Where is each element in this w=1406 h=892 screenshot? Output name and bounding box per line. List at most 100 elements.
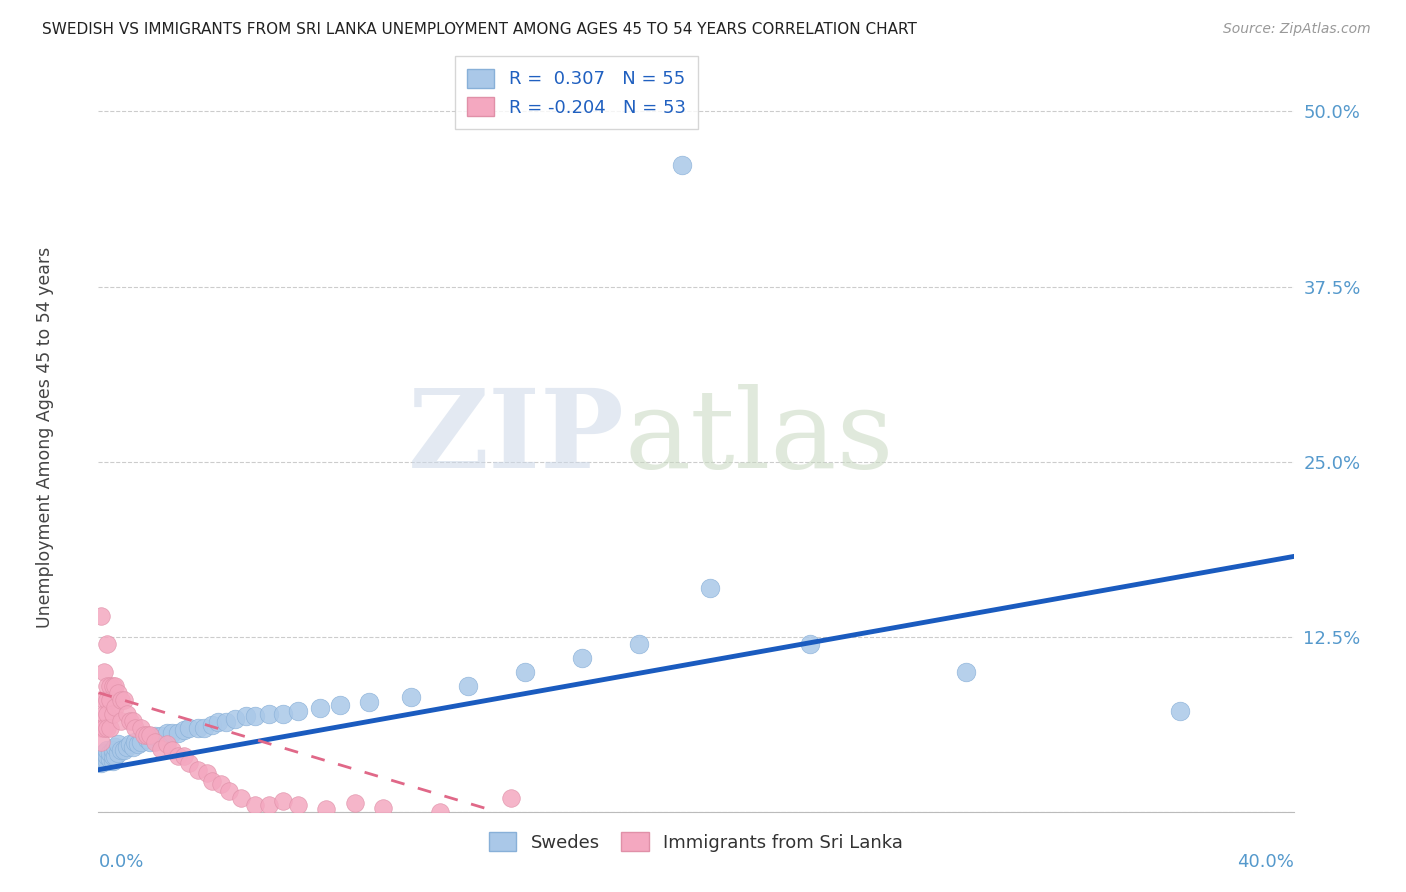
Point [187,763,209,777]
Point [429,805,451,819]
Point [257,797,280,812]
Point [101,743,124,757]
Point [101,754,124,768]
Point [218,783,240,797]
Point [96,637,118,651]
Point [112,692,135,706]
Point [457,679,479,693]
Point [315,802,337,816]
Point [107,746,129,760]
Point [115,706,138,721]
Point [118,714,141,728]
Point [150,741,173,756]
Point [143,734,166,748]
Point [224,712,246,726]
Point [110,714,132,728]
Point [98,751,121,765]
Point [104,748,127,763]
Point [96,721,118,735]
Point [401,690,423,704]
Point [257,706,280,721]
Point [110,743,132,757]
Point [1168,704,1191,718]
Point [135,731,157,746]
Point [107,686,129,700]
Point [162,726,184,740]
Point [96,679,118,693]
Point [235,709,257,723]
Point [357,696,380,710]
Point [104,699,127,714]
Point [515,665,537,679]
Point [201,718,224,732]
Point [93,751,115,765]
Point [329,698,352,713]
Point [107,738,129,752]
Point [101,706,124,721]
Point [127,738,149,752]
Point [96,692,118,706]
Text: ZIP: ZIP [408,384,624,491]
Point [287,704,309,718]
Point [124,721,146,735]
Point [699,581,721,595]
Point [173,723,195,738]
Point [129,721,152,735]
Text: Unemployment Among Ages 45 to 54 years: Unemployment Among Ages 45 to 54 years [35,246,53,628]
Point [201,773,224,788]
Point [195,765,218,780]
Point [143,729,166,743]
Text: 40.0%: 40.0% [1237,853,1294,871]
Point [499,790,522,805]
Point [90,608,112,623]
Legend: Swedes, Immigrants from Sri Lanka: Swedes, Immigrants from Sri Lanka [482,825,910,859]
Point [187,721,209,735]
Point [104,679,127,693]
Point [193,721,215,735]
Point [121,714,143,728]
Point [571,650,593,665]
Point [101,748,124,763]
Point [799,637,821,651]
Text: atlas: atlas [624,384,894,491]
Point [96,748,118,763]
Point [90,734,112,748]
Point [93,746,115,760]
Point [124,734,146,748]
Point [215,715,238,730]
Point [179,721,201,735]
Text: SWEDISH VS IMMIGRANTS FROM SRI LANKA UNEMPLOYMENT AMONG AGES 45 TO 54 YEARS CORR: SWEDISH VS IMMIGRANTS FROM SRI LANKA UNE… [42,22,917,37]
Point [162,743,184,757]
Point [343,797,366,811]
Point [150,729,173,743]
Point [309,701,332,715]
Point [129,734,152,748]
Point [96,754,118,768]
Point [179,756,201,770]
Point [287,797,309,812]
Point [93,706,115,721]
Point [138,734,160,748]
Point [93,665,115,679]
Point [98,721,121,735]
Point [156,726,179,740]
Point [167,748,190,763]
Point [96,706,118,721]
Point [96,743,118,757]
Point [98,679,121,693]
Point [104,740,127,755]
Point [628,637,651,651]
Point [273,793,295,807]
Point [90,721,112,735]
Text: Source: ZipAtlas.com: Source: ZipAtlas.com [1223,22,1371,37]
Point [115,740,138,755]
Point [167,726,190,740]
Point [671,158,693,172]
Point [90,756,112,770]
Point [156,738,179,752]
Point [101,679,124,693]
Point [243,797,266,812]
Text: 0.0%: 0.0% [98,853,143,871]
Point [121,740,143,755]
Point [209,777,232,791]
